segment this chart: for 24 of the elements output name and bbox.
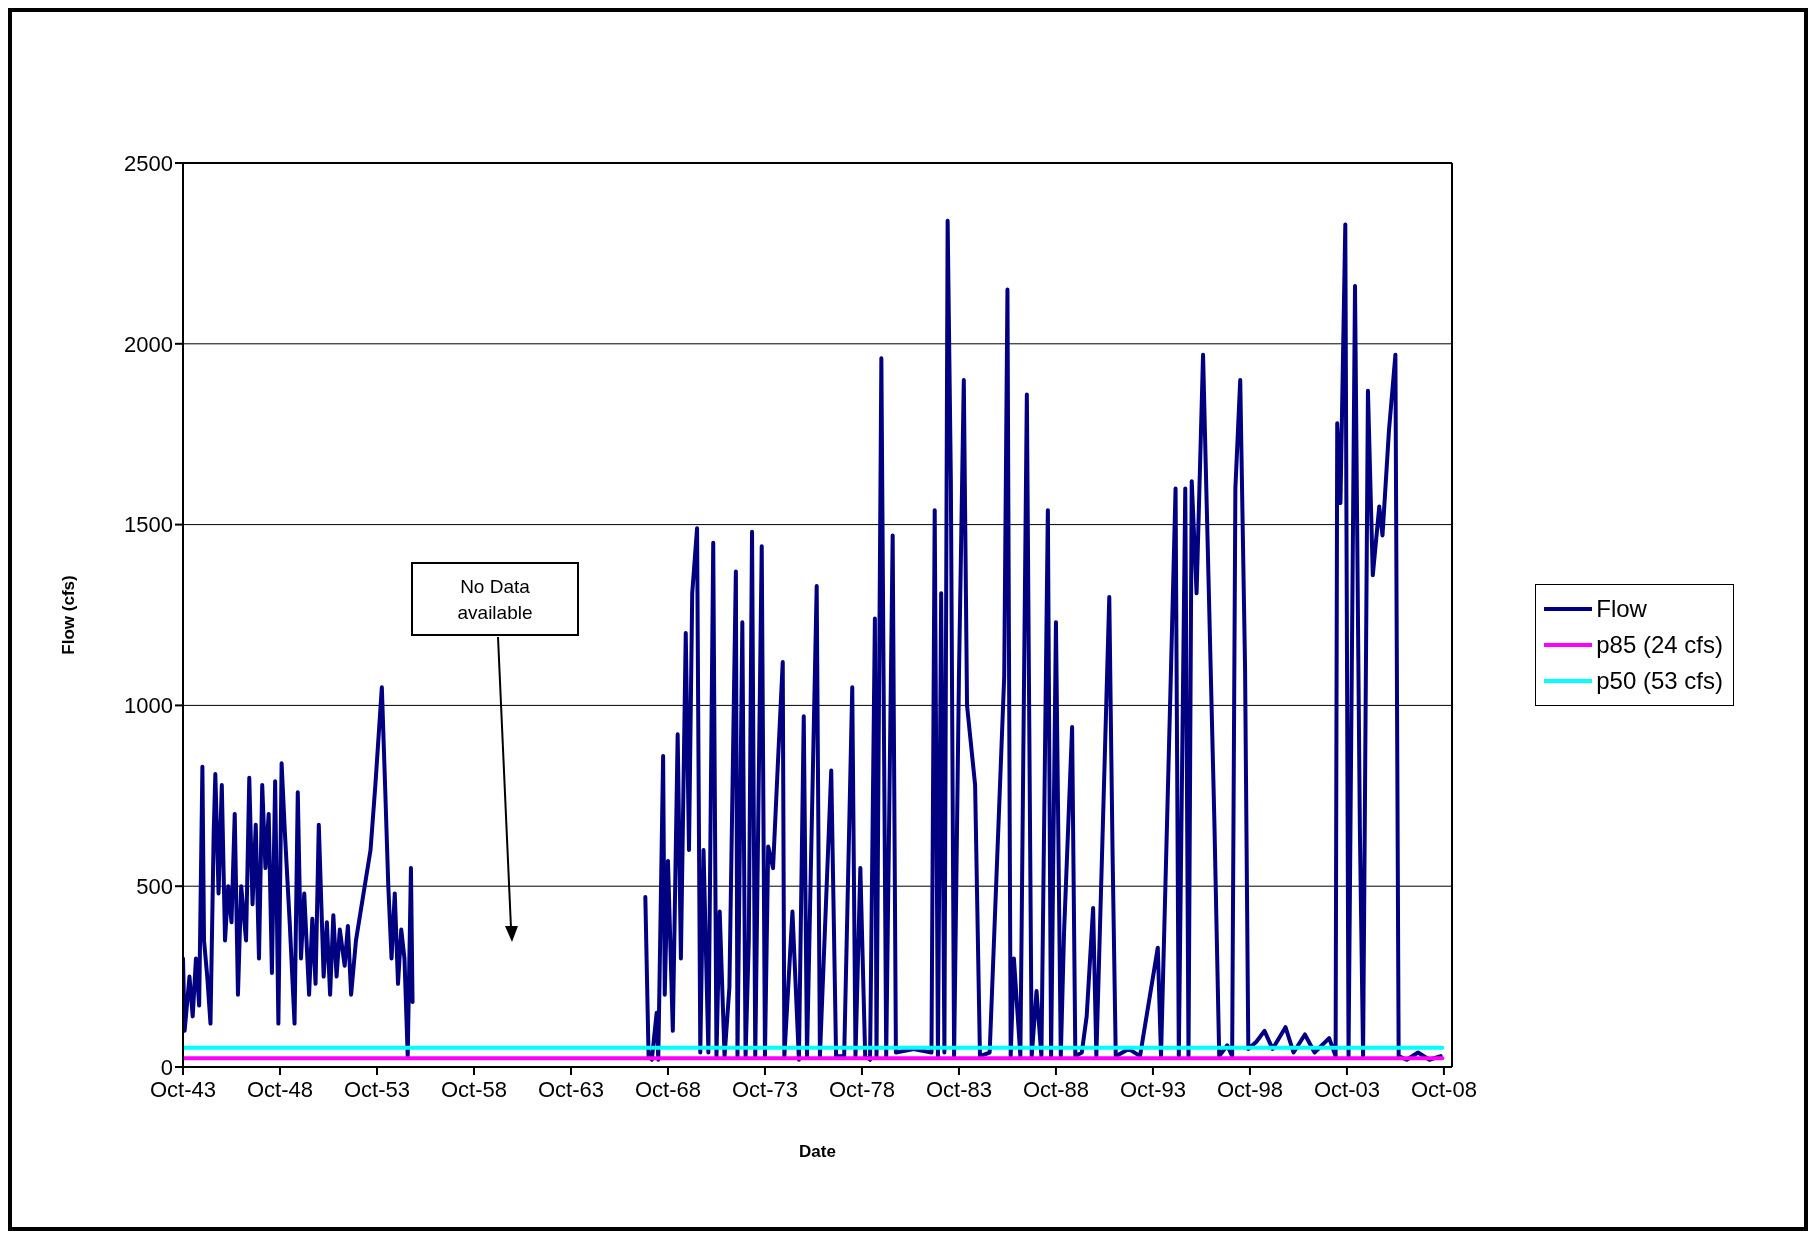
y-tick-label: 2500 [124, 150, 173, 176]
x-tick-label: Oct-98 [1216, 1076, 1283, 1102]
legend-label: Flow [1596, 595, 1647, 623]
legend-label: p85 (24 cfs) [1596, 631, 1723, 659]
x-tick-label: Oct-63 [537, 1076, 604, 1102]
y-tick-label: 1000 [124, 693, 173, 719]
y-tick-label: 1500 [124, 512, 173, 538]
x-tick-label: Oct-88 [1022, 1076, 1089, 1102]
x-tick-label: Oct-68 [634, 1076, 701, 1102]
x-axis-title: Date [799, 1142, 836, 1161]
x-tick-label: Oct-93 [1119, 1076, 1186, 1102]
x-tick-label: Oct-78 [828, 1076, 895, 1102]
x-tick-label: Oct-08 [1410, 1076, 1477, 1102]
x-tick-label: Oct-03 [1313, 1076, 1380, 1102]
y-tick-label: 500 [136, 874, 173, 900]
x-tick-label: Oct-73 [731, 1076, 798, 1102]
annotation: No Data available [456, 575, 534, 625]
x-tick-label: Oct-83 [925, 1076, 992, 1102]
x-tick-label: Oct-48 [246, 1076, 314, 1102]
x-tick-label: Oct-53 [343, 1076, 410, 1102]
y-tick-label: 2000 [124, 331, 173, 357]
legend-label: p50 (53 cfs) [1596, 667, 1723, 695]
y-axis-title: Flow (cfs) [59, 575, 79, 655]
x-tick-label: Oct-58 [440, 1076, 507, 1102]
